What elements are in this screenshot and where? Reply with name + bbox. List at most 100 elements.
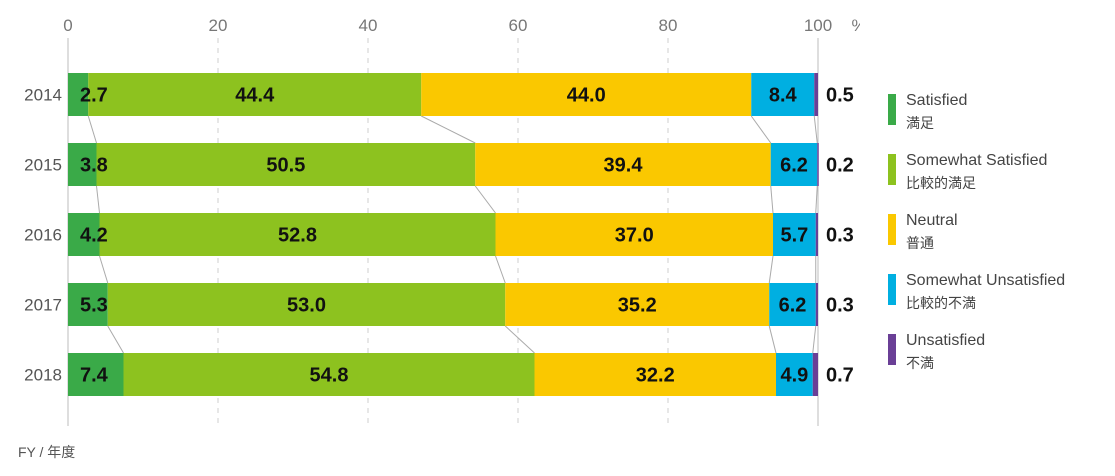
value-label: 5.3: [80, 295, 108, 317]
x-tick-label: 100: [804, 16, 832, 35]
bar-segment: [475, 143, 771, 186]
connector-line: [768, 255, 774, 284]
year-label: 2015: [24, 156, 62, 175]
legend-item: Unsatisfied 不満: [888, 332, 1108, 392]
legend-label-jp: 不満: [906, 355, 934, 371]
connector-line: [812, 325, 817, 354]
year-label: 2018: [24, 366, 62, 385]
x-axis: 0 20 40 60 80 100%: [63, 16, 860, 35]
value-label: 44.4: [235, 85, 275, 107]
value-label: 0.5: [826, 85, 854, 107]
value-label: 2.7: [80, 85, 108, 107]
bar-segment: [68, 73, 89, 116]
value-labels: 2.7 44.4 44.0 8.4 0.5 2014 3.8 50.5 39.4 6.2 0.2 20…: [24, 85, 854, 387]
legend-swatch: [888, 94, 896, 125]
value-label: 8.4: [769, 85, 798, 107]
x-tick-label: 60: [509, 16, 528, 35]
x-unit-label: %: [851, 16, 860, 35]
bar-segment: [769, 283, 816, 326]
connector-lines: [87, 115, 818, 354]
year-label: 2017: [24, 296, 62, 315]
value-label: 0.3: [826, 225, 854, 247]
bar-segment: [123, 353, 535, 396]
value-label: 6.2: [780, 155, 808, 177]
bar-segment: [88, 73, 422, 116]
value-label: 32.2: [636, 365, 675, 387]
value-label: 0.7: [826, 365, 854, 387]
bars: [68, 73, 819, 396]
bar-segment: [815, 283, 818, 326]
value-label: 54.8: [310, 365, 349, 387]
bar-segment: [505, 283, 770, 326]
bar-segment: [770, 143, 818, 186]
fiscal-year-note: FY / 年度: [18, 444, 76, 460]
value-label: 37.0: [615, 225, 654, 247]
legend-label-en: Somewhat Satisfied: [906, 152, 1048, 169]
stacked-bar-chart: 0 20 40 60 80 100% 2.7 44.4 44.0 8.4 0.5 2014 3.8 50…: [24, 16, 860, 426]
connector-line: [504, 325, 535, 354]
value-label: 44.0: [567, 85, 606, 107]
bar-segment: [68, 143, 97, 186]
value-label: 52.8: [278, 225, 317, 247]
bar-segment: [495, 213, 773, 256]
connector-line: [96, 185, 100, 214]
bar-segment: [815, 213, 818, 256]
bar-segment: [812, 353, 818, 396]
value-label: 6.2: [779, 295, 807, 317]
year-label: 2014: [24, 86, 62, 105]
legend-swatch: [888, 154, 896, 185]
connector-line: [474, 185, 496, 214]
connector-line: [87, 115, 97, 144]
legend-label-jp: 比較的不満: [906, 295, 976, 311]
legend-label-en: Neutral: [906, 212, 958, 229]
legend-label-jp: 普通: [906, 235, 934, 251]
connector-line: [770, 185, 774, 214]
legend-label-en: Somewhat Unsatisfied: [906, 272, 1066, 289]
legend-swatch: [888, 214, 896, 245]
bar-segment: [68, 283, 108, 326]
x-tick-label: 40: [359, 16, 378, 35]
x-tick-label: 80: [659, 16, 678, 35]
bar-segment: [814, 73, 818, 116]
connector-line: [768, 325, 777, 354]
legend-swatch: [888, 274, 896, 305]
bar-segment: [68, 213, 100, 256]
connector-line: [99, 255, 109, 284]
value-label: 0.2: [826, 155, 854, 177]
bar-segment: [817, 143, 819, 186]
year-label: 2016: [24, 226, 62, 245]
value-label: 35.2: [618, 295, 657, 317]
value-label: 5.7: [780, 225, 808, 247]
bar-segment: [96, 143, 476, 186]
value-label: 53.0: [287, 295, 326, 317]
legend-item: Satisfied 満足: [888, 92, 1108, 152]
legend-item: Somewhat Satisfied 比較的満足: [888, 152, 1108, 212]
connector-line: [815, 185, 818, 214]
value-label: 39.4: [604, 155, 644, 177]
connector-line: [107, 325, 124, 354]
legend: Satisfied 満足 Somewhat Satisfied 比較的満足 Neutra…: [888, 92, 1108, 392]
legend-swatch: [888, 334, 896, 365]
bar-segment: [773, 213, 816, 256]
legend-item: Neutral 普通: [888, 212, 1108, 272]
bar-segment: [421, 73, 752, 116]
legend-label-en: Unsatisfied: [906, 332, 986, 349]
bar-segment: [534, 353, 776, 396]
legend-label-jp: 比較的満足: [906, 175, 976, 191]
value-label: 4.2: [80, 225, 108, 247]
x-tick-label: 20: [209, 16, 228, 35]
connector-line: [750, 115, 772, 144]
bar-segment: [68, 353, 124, 396]
bar-segment: [751, 73, 815, 116]
legend-label-en: Satisfied: [906, 92, 968, 109]
legend-item: Somewhat Unsatisfied 比較的不満: [888, 272, 1108, 332]
bar-segment: [776, 353, 813, 396]
x-tick-label: 0: [63, 16, 72, 35]
bar-segment: [107, 283, 506, 326]
value-label: 0.3: [826, 295, 854, 317]
value-label: 7.4: [80, 365, 109, 387]
bar-segment: [99, 213, 496, 256]
value-label: 50.5: [266, 155, 305, 177]
connector-line: [813, 115, 818, 144]
connector-line: [495, 255, 506, 284]
